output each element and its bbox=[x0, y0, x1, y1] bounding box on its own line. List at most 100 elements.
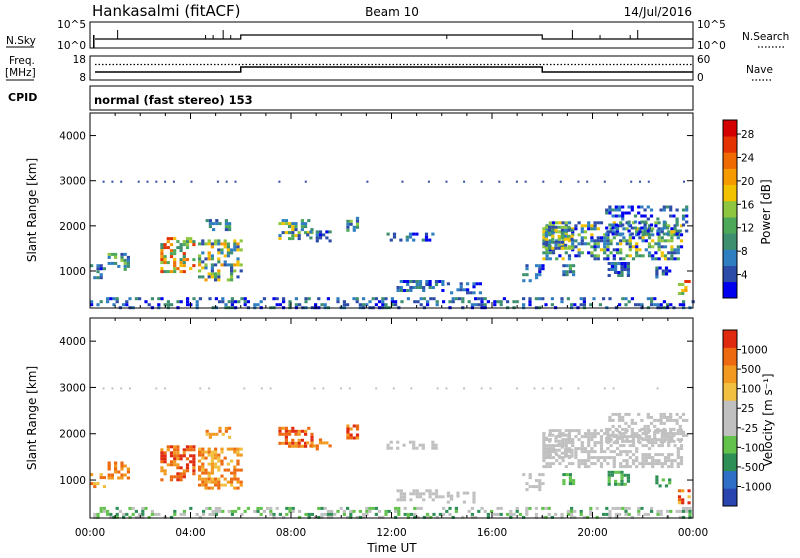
echo-cell bbox=[620, 482, 624, 486]
echo-cell bbox=[678, 439, 682, 443]
echo-cell bbox=[123, 267, 127, 271]
echo-cell bbox=[687, 280, 691, 283]
echo-cell bbox=[214, 462, 218, 466]
echo-cell bbox=[607, 268, 611, 271]
echo-cell bbox=[120, 473, 124, 477]
echo-cell bbox=[599, 429, 604, 433]
echo-cell bbox=[163, 451, 167, 455]
echo-cell bbox=[568, 473, 572, 477]
echo-cell bbox=[610, 265, 614, 268]
echo-cell bbox=[551, 429, 556, 433]
echo-cell bbox=[557, 225, 561, 229]
echo-cell bbox=[284, 432, 288, 436]
echo-cell bbox=[640, 214, 644, 218]
echo-cell bbox=[221, 300, 225, 304]
echo-cell bbox=[416, 515, 420, 519]
freq-tick-top: 18 bbox=[73, 54, 86, 66]
echo-cell bbox=[333, 512, 337, 516]
echo-cell bbox=[560, 234, 564, 238]
echo-cell bbox=[429, 297, 433, 301]
echo-cell bbox=[548, 225, 552, 229]
echo-cell bbox=[160, 249, 164, 253]
echo-cell bbox=[598, 303, 602, 307]
echo-cell bbox=[243, 303, 247, 307]
echo-cell bbox=[236, 450, 240, 454]
echo-cell bbox=[544, 243, 548, 247]
echo-cell bbox=[587, 465, 591, 469]
echo-cell bbox=[236, 459, 240, 463]
echo-cell bbox=[422, 515, 426, 519]
echo-cell bbox=[431, 286, 435, 289]
colorbar-tick-label: 4 bbox=[741, 270, 748, 282]
echo-cell bbox=[635, 254, 639, 258]
echo-cell bbox=[224, 228, 228, 232]
echo-cell bbox=[621, 217, 625, 221]
echo-cell bbox=[96, 276, 100, 280]
echo-cell bbox=[220, 462, 224, 466]
echo-cell bbox=[278, 512, 282, 516]
echo-cell bbox=[106, 512, 110, 516]
colorbar-frame bbox=[722, 119, 738, 299]
echo-cell bbox=[291, 438, 295, 442]
echo-cell bbox=[198, 257, 202, 261]
echo-cell bbox=[310, 228, 314, 232]
echo-cell bbox=[630, 433, 634, 437]
echo-cell bbox=[399, 238, 403, 242]
echo-cell bbox=[169, 237, 174, 241]
echo-cell bbox=[202, 509, 206, 513]
echo-cell bbox=[577, 387, 580, 390]
echo-cell bbox=[170, 515, 174, 519]
echo-cell bbox=[309, 230, 313, 234]
echo-cell bbox=[318, 438, 323, 442]
colorbar-tick-label: 16 bbox=[741, 199, 755, 211]
echo-cell bbox=[365, 512, 369, 516]
echo-cell bbox=[572, 264, 576, 268]
echo-cell bbox=[641, 456, 645, 460]
echo-cell bbox=[328, 239, 332, 243]
echo-cell bbox=[459, 288, 463, 292]
echo-cell bbox=[413, 512, 417, 516]
echo-cell bbox=[205, 432, 209, 436]
echo-cell bbox=[567, 429, 572, 433]
echo-cell bbox=[635, 230, 639, 234]
echo-cell bbox=[489, 387, 492, 390]
echo-cell bbox=[421, 238, 425, 242]
echo-cell bbox=[654, 429, 658, 433]
echo-cell bbox=[643, 229, 647, 233]
echo-cell bbox=[223, 468, 227, 472]
echo-cell bbox=[662, 220, 666, 224]
echo-cell bbox=[233, 447, 237, 451]
echo-cell bbox=[647, 453, 652, 457]
echo-cell bbox=[655, 475, 659, 479]
echo-cell bbox=[163, 255, 167, 259]
echo-cell bbox=[614, 262, 618, 265]
echo-cell bbox=[160, 267, 164, 271]
echo-cell bbox=[567, 447, 572, 451]
echo-cell bbox=[102, 180, 105, 183]
echo-cell bbox=[182, 243, 186, 247]
echo-cell bbox=[610, 262, 614, 265]
echo-cell bbox=[102, 387, 105, 390]
echo-cell bbox=[431, 232, 435, 236]
echo-cell bbox=[406, 280, 410, 283]
time-tick-label: 00:00 bbox=[678, 527, 708, 539]
echo-cell bbox=[607, 470, 611, 474]
echo-cell bbox=[323, 303, 327, 307]
echo-cell bbox=[428, 492, 432, 496]
echo-cell bbox=[640, 220, 644, 224]
echo-cell bbox=[515, 300, 519, 304]
echo-cell bbox=[596, 221, 600, 225]
echo-cell bbox=[207, 462, 211, 466]
echo-cell bbox=[609, 239, 613, 243]
echo-cell bbox=[409, 280, 413, 283]
echo-cell bbox=[201, 450, 205, 454]
echo-cell bbox=[661, 478, 665, 482]
echo-cell bbox=[670, 453, 674, 457]
echo-cell bbox=[621, 211, 625, 215]
echo-cell bbox=[631, 444, 636, 448]
echo-cell bbox=[541, 473, 545, 477]
echo-cell bbox=[627, 512, 631, 516]
echo-cell bbox=[96, 264, 100, 268]
echo-cell bbox=[163, 270, 167, 274]
echo-cell bbox=[179, 478, 183, 482]
